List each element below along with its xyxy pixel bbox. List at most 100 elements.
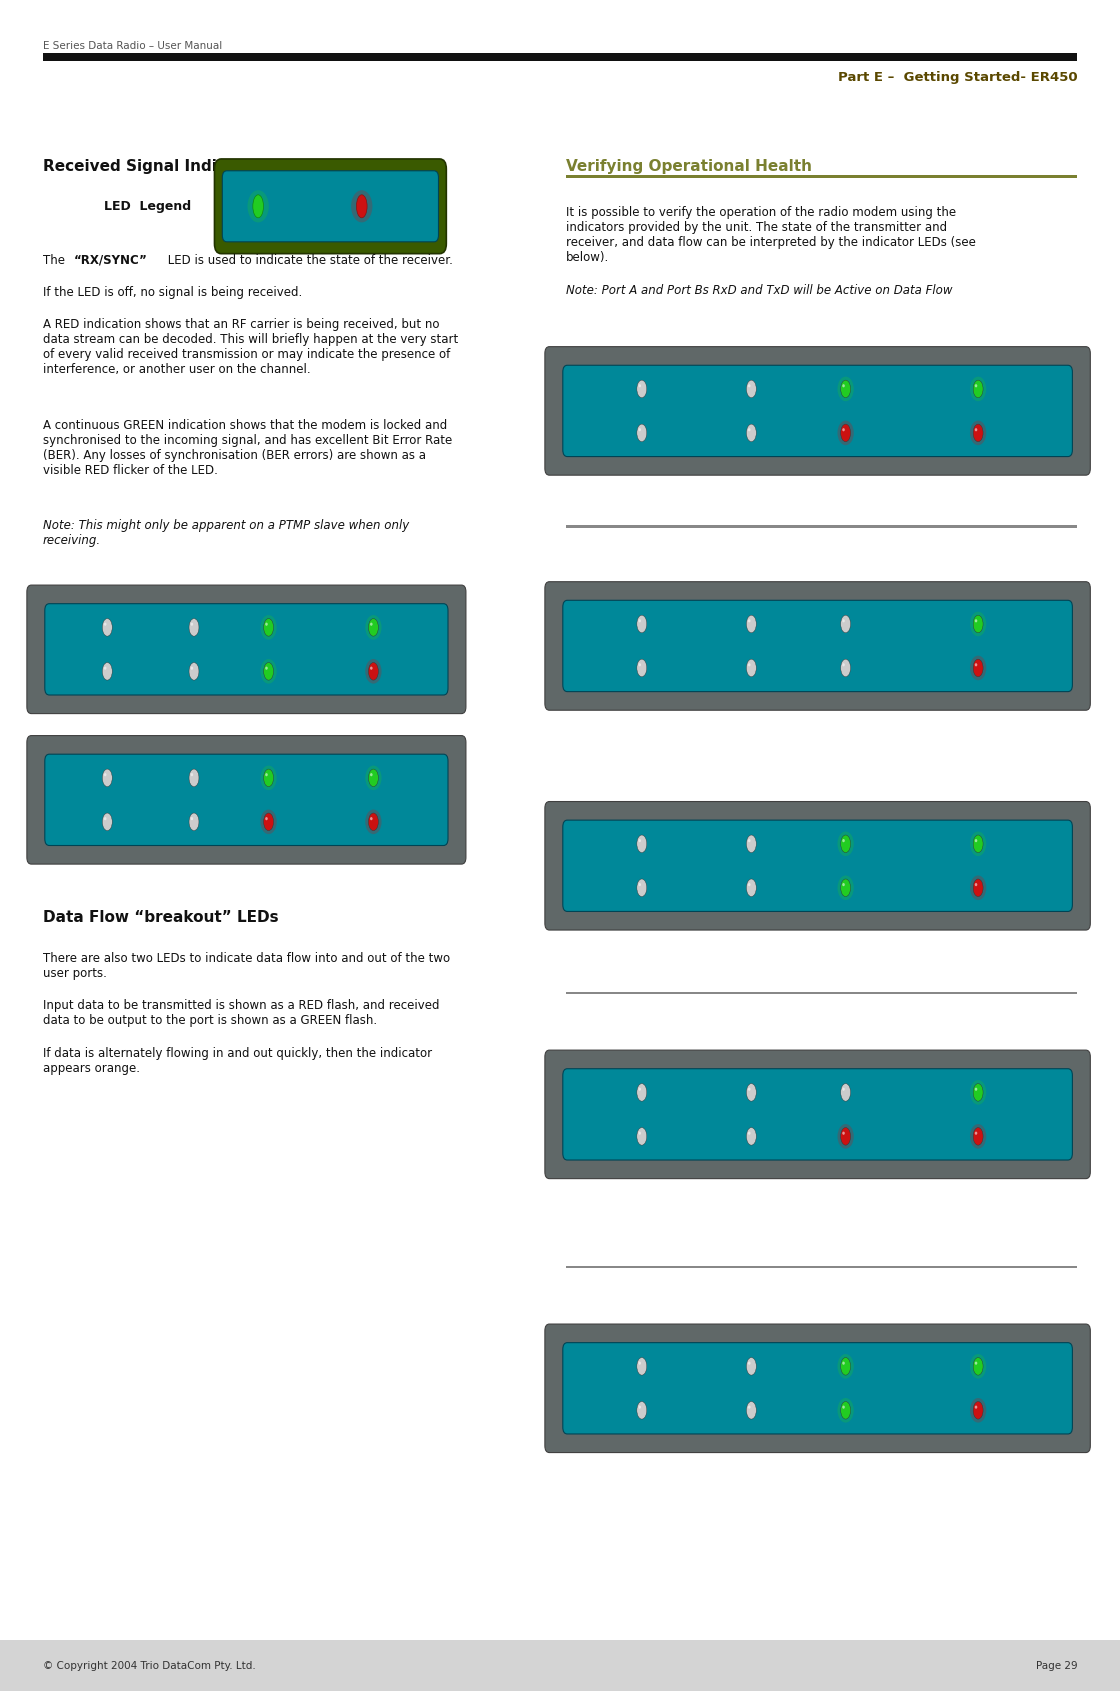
Ellipse shape	[263, 663, 273, 680]
Ellipse shape	[748, 663, 750, 666]
Text: TxD: TxD	[186, 683, 202, 690]
Ellipse shape	[351, 189, 373, 223]
Text: RxD: RxD	[634, 605, 650, 612]
Text: TxD: TxD	[634, 1422, 650, 1429]
Ellipse shape	[637, 879, 646, 896]
Ellipse shape	[842, 1131, 844, 1135]
FancyBboxPatch shape	[562, 365, 1073, 457]
Ellipse shape	[638, 1361, 641, 1365]
Text: < Green: < Green	[958, 607, 987, 612]
Text: Pwr: Pwr	[936, 607, 950, 612]
Ellipse shape	[638, 1405, 641, 1409]
Ellipse shape	[637, 616, 646, 632]
Ellipse shape	[370, 817, 373, 820]
Ellipse shape	[970, 1354, 987, 1378]
Text: RxSig: RxSig	[258, 683, 280, 690]
Ellipse shape	[263, 813, 273, 830]
Text: < Red: < Red	[958, 1148, 979, 1153]
Text: Tx: Tx	[942, 1148, 950, 1153]
Ellipse shape	[748, 619, 750, 622]
Ellipse shape	[637, 1402, 646, 1419]
Ellipse shape	[368, 619, 379, 636]
Ellipse shape	[748, 1361, 750, 1365]
Text: TxD: TxD	[634, 900, 650, 906]
Text: TxD: TxD	[634, 445, 650, 451]
Ellipse shape	[970, 377, 987, 401]
Ellipse shape	[842, 839, 844, 842]
Text: TxD: TxD	[744, 1148, 759, 1155]
Text: Pwr: Pwr	[936, 372, 950, 377]
Ellipse shape	[970, 612, 987, 636]
Ellipse shape	[263, 769, 273, 786]
Text: Pwr: Pwr	[338, 761, 352, 766]
Ellipse shape	[104, 817, 106, 820]
Text: Full  Duplex – PTMP  Master  Tx: Full Duplex – PTMP Master Tx	[708, 588, 927, 602]
Text: Verifying Operational Health: Verifying Operational Health	[566, 159, 812, 174]
Text: [ Port B: [ Port B	[156, 788, 160, 812]
Text: [ Port A: [ Port A	[588, 852, 594, 879]
Ellipse shape	[838, 421, 853, 445]
Ellipse shape	[970, 1398, 987, 1422]
Ellipse shape	[974, 883, 978, 886]
Ellipse shape	[746, 616, 756, 632]
Ellipse shape	[841, 424, 850, 441]
Text: RxSig: RxSig	[834, 1148, 857, 1155]
Text: RxD: RxD	[634, 825, 650, 832]
Ellipse shape	[253, 194, 263, 218]
Ellipse shape	[265, 773, 268, 776]
Text: Synch: Synch	[833, 605, 858, 612]
Text: TxD: TxD	[186, 834, 202, 840]
Ellipse shape	[638, 1131, 641, 1135]
Text: Pwr: Pwr	[936, 1349, 950, 1354]
Text: RxD: RxD	[744, 370, 759, 377]
Ellipse shape	[838, 377, 853, 401]
Ellipse shape	[838, 1398, 853, 1422]
Ellipse shape	[638, 663, 641, 666]
Ellipse shape	[842, 883, 844, 886]
Text: < Green: < Green	[958, 1349, 987, 1354]
Ellipse shape	[261, 766, 277, 790]
Text: Tx: Tx	[942, 445, 950, 450]
Ellipse shape	[746, 1358, 756, 1375]
Ellipse shape	[974, 1087, 978, 1091]
Text: RxD: RxD	[186, 759, 202, 766]
Text: < Red: < Red	[958, 680, 979, 685]
Ellipse shape	[842, 1405, 844, 1409]
Ellipse shape	[746, 835, 756, 852]
Text: A RED indication shows that an RF carrier is being received, but no
data stream : A RED indication shows that an RF carrie…	[43, 318, 458, 375]
Ellipse shape	[974, 663, 978, 666]
FancyBboxPatch shape	[222, 171, 438, 242]
Ellipse shape	[748, 1131, 750, 1135]
Text: Tx: Tx	[343, 683, 352, 688]
Ellipse shape	[842, 384, 844, 387]
Text: < Red: < Red	[958, 1422, 979, 1427]
Text: TxD: TxD	[100, 834, 115, 840]
Text: Full  Duplex –  PTP  Master  or  Slave: Full Duplex – PTP Master or Slave	[689, 355, 946, 369]
Ellipse shape	[637, 1084, 646, 1101]
Text: There are also two LEDs to indicate data flow into and out of the two
user ports: There are also two LEDs to indicate data…	[43, 952, 450, 981]
Ellipse shape	[748, 1087, 750, 1091]
Ellipse shape	[841, 616, 850, 632]
Text: [ Port B: [ Port B	[703, 1376, 708, 1400]
Ellipse shape	[746, 659, 756, 676]
Ellipse shape	[637, 380, 646, 397]
Text: Tx: Tx	[343, 834, 352, 839]
Text: It is possible to verify the operation of the radio modem using the
indicators p: It is possible to verify the operation o…	[566, 206, 976, 264]
Text: [ Port B: [ Port B	[703, 399, 708, 423]
Ellipse shape	[190, 817, 193, 820]
Ellipse shape	[841, 1084, 850, 1101]
Text: RxD: RxD	[634, 1074, 650, 1081]
Ellipse shape	[974, 384, 978, 387]
Ellipse shape	[190, 773, 193, 776]
Ellipse shape	[261, 810, 277, 834]
FancyBboxPatch shape	[562, 1069, 1073, 1160]
Ellipse shape	[190, 622, 193, 626]
Ellipse shape	[102, 813, 112, 830]
Ellipse shape	[746, 1128, 756, 1145]
Ellipse shape	[263, 619, 273, 636]
Ellipse shape	[842, 663, 844, 666]
Text: RxD: RxD	[744, 605, 759, 612]
Text: Page 29: Page 29	[1036, 1661, 1077, 1671]
Ellipse shape	[974, 619, 978, 622]
Text: Note: Port A and Port Bs RxD and TxD will be Active on Data Flow: Note: Port A and Port Bs RxD and TxD wil…	[566, 284, 952, 298]
